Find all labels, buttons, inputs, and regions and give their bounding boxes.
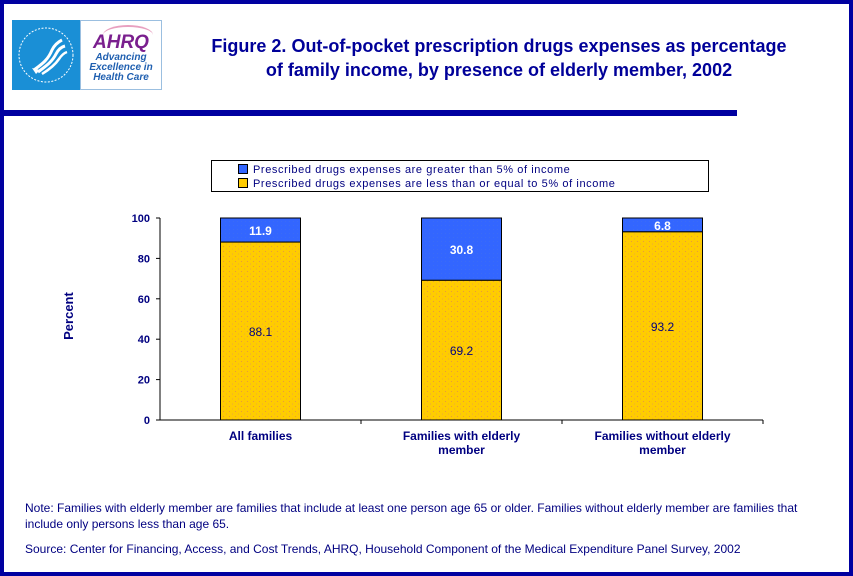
legend-swatch-le5 xyxy=(238,178,248,188)
data-label: 93.2 xyxy=(651,320,675,334)
ahrq-tagline-1: Advancing xyxy=(95,52,147,63)
x-tick-label: Families without elderly xyxy=(594,429,730,443)
ahrq-arc-icon xyxy=(103,25,153,45)
data-label: 69.2 xyxy=(450,344,474,358)
bar-segment xyxy=(421,217,502,281)
hhs-eagle-icon xyxy=(18,27,74,83)
bar-segment xyxy=(220,217,301,243)
ahrq-logo: AHRQ Advancing Excellence in Health Care xyxy=(80,20,162,90)
bar-segment xyxy=(622,231,703,421)
x-tick-label: All families xyxy=(229,429,293,443)
y-tick-label: 100 xyxy=(132,213,150,225)
figure-title-line-1: Figure 2. Out-of-pocket prescription dru… xyxy=(211,36,787,56)
legend-item-gt5: Prescribed drugs expenses are greater th… xyxy=(238,164,570,177)
footnote: Note: Families with elderly member are f… xyxy=(25,501,798,531)
legend-label-le5: Prescribed drugs expenses are less than … xyxy=(253,178,616,190)
bar-segment xyxy=(421,279,502,421)
y-tick-label: 80 xyxy=(138,253,150,265)
legend-swatch-gt5 xyxy=(238,164,248,174)
y-tick-label: 0 xyxy=(144,415,150,427)
x-tick-label: Families with elderly xyxy=(403,429,521,443)
x-tick-labels: All families Families with elderlymemberF… xyxy=(229,429,731,457)
chart-legend: Prescribed drugs expenses are greater th… xyxy=(211,160,709,192)
x-tick-label: member xyxy=(438,443,485,457)
y-tick-label: 40 xyxy=(138,334,150,346)
figure-title: Figure 2. Out-of-pocket prescription dru… xyxy=(172,34,826,82)
bars: 88.1 11.9 69.2 30.8 93.2 6.8 xyxy=(220,217,703,421)
bar-segment xyxy=(220,241,301,421)
data-label: 11.9 xyxy=(249,224,272,238)
legend-item-le5: Prescribed drugs expenses are less than … xyxy=(238,178,615,191)
ahrq-tagline-3: Health Care xyxy=(93,72,149,83)
header-divider xyxy=(0,110,737,116)
y-axis-label: Percent xyxy=(61,291,76,339)
y-tick-label: 20 xyxy=(138,375,150,387)
figure-title-line-2: of family income, by presence of elderly… xyxy=(265,60,733,80)
y-tick-label: 60 xyxy=(138,294,150,306)
data-label: 88.1 xyxy=(249,325,273,339)
bar-segment xyxy=(622,217,703,233)
data-label: 6.8 xyxy=(654,219,671,233)
legend-label-gt5: Prescribed drugs expenses are greater th… xyxy=(253,164,571,176)
x-tick-label: member xyxy=(639,443,686,457)
hhs-logo xyxy=(12,20,80,90)
source-note: Source: Center for Financing, Access, an… xyxy=(25,542,741,556)
ahrq-tagline-2: Excellence in xyxy=(89,62,153,73)
data-label: 30.8 xyxy=(450,243,474,257)
